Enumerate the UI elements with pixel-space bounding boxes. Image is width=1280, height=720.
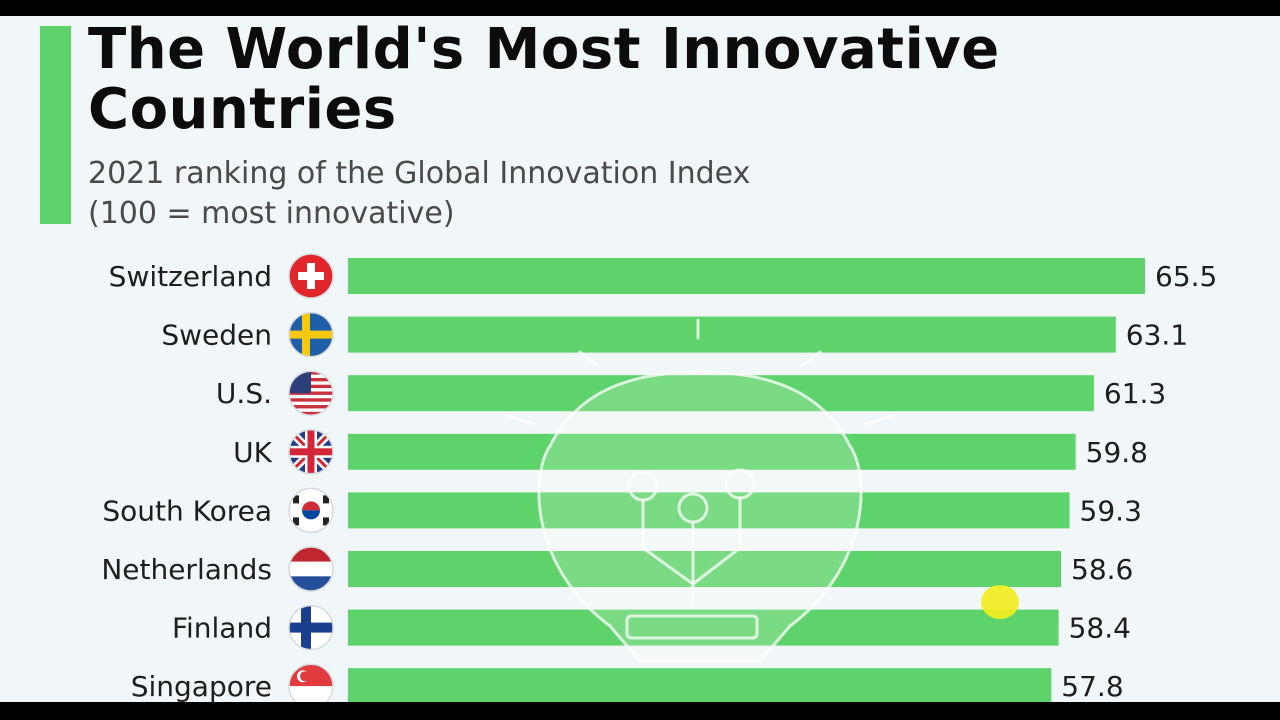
lightbulb-icon	[506, 318, 894, 663]
value-label: 58.6	[1071, 553, 1133, 586]
category-label: Singapore	[131, 670, 272, 702]
switzerland-flag-icon	[288, 253, 334, 299]
value-label: 61.3	[1104, 377, 1166, 410]
value-label: 58.4	[1069, 612, 1131, 645]
south-korea-flag-icon	[288, 487, 334, 534]
bars-layer	[348, 258, 1145, 702]
uk-flag-icon	[288, 429, 334, 475]
bar-netherlands	[348, 551, 1062, 587]
infographic-panel: The World's Most Innovative Countries 20…	[0, 16, 1280, 702]
bar-u-s-	[348, 375, 1094, 412]
cursor-highlight	[981, 585, 1019, 619]
category-label: UK	[233, 436, 272, 469]
category-label: Netherlands	[101, 553, 272, 586]
value-label: 63.1	[1126, 319, 1188, 352]
bar-chart: Switzerland 65.5 Sweden 63.1 U.S. 61.3 UK 59.8 S…	[101, 253, 1217, 702]
subtitle-line-2: (100 = most innovative)	[88, 196, 455, 231]
singapore-flag-icon	[288, 663, 334, 702]
finland-flag-icon	[288, 604, 334, 651]
value-label: 59.8	[1086, 436, 1148, 469]
value-label: 57.8	[1061, 670, 1123, 702]
category-label: South Korea	[102, 494, 272, 527]
bar-south-korea	[348, 492, 1070, 529]
chart-title: The World's Most Innovative Countries	[88, 17, 1000, 142]
labels-layer: Switzerland 65.5 Sweden 63.1 U.S. 61.3 UK 59.8 S…	[101, 253, 1217, 702]
bar-uk	[348, 433, 1076, 470]
value-label: 59.3	[1080, 494, 1142, 527]
category-label: Switzerland	[109, 260, 272, 293]
bar-switzerland	[348, 258, 1145, 294]
category-label: Sweden	[161, 319, 272, 352]
category-label: Finland	[172, 612, 272, 645]
accent-bar	[40, 26, 71, 224]
subtitle-line-1: 2021 ranking of the Global Innovation In…	[88, 156, 751, 191]
bar-sweden	[348, 316, 1116, 353]
category-label: U.S.	[216, 377, 272, 410]
us-flag-icon	[288, 370, 334, 416]
netherlands-flag-icon	[288, 546, 334, 592]
bar-singapore	[348, 668, 1052, 702]
chart-subtitle: 2021 ranking of the Global Innovation In…	[88, 154, 1088, 234]
value-label: 65.5	[1155, 260, 1217, 293]
sweden-flag-icon	[288, 311, 334, 358]
